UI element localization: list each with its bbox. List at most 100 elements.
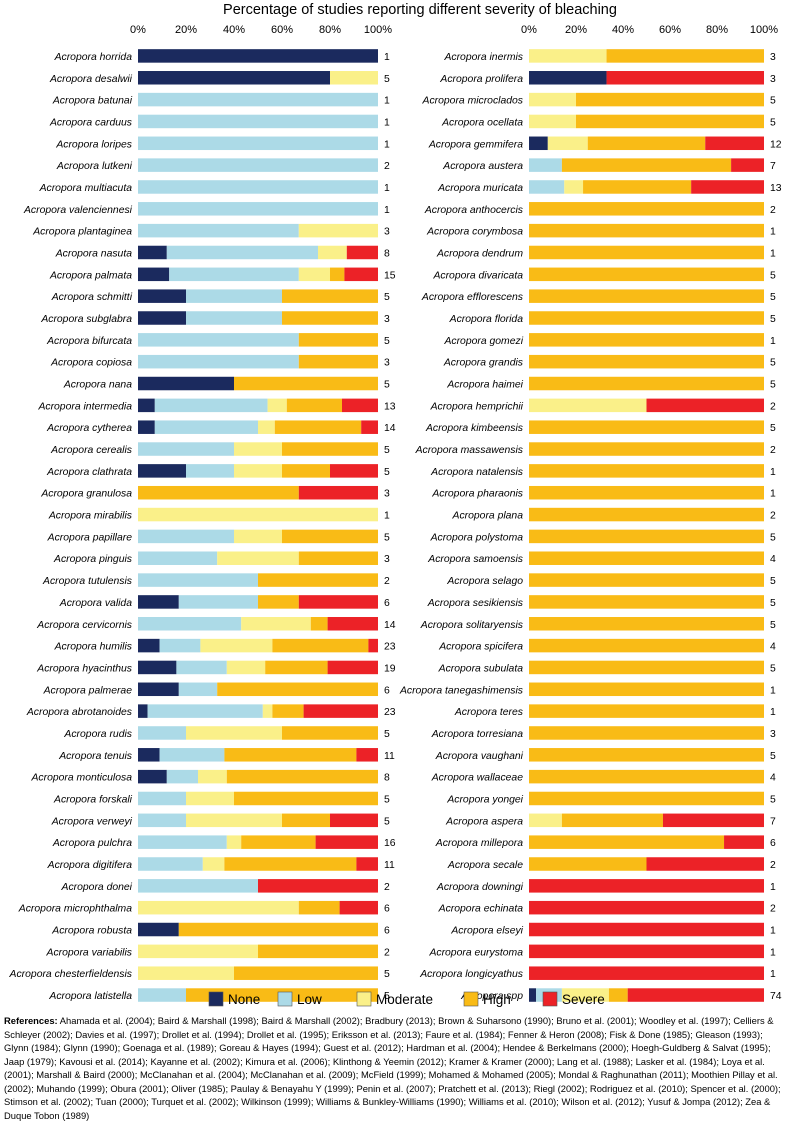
x-tick-label: 20% bbox=[565, 24, 587, 36]
bar-segment-low bbox=[138, 813, 186, 828]
references-label: References: bbox=[4, 1015, 58, 1026]
species-label: Acropora loripes bbox=[55, 139, 132, 150]
legend-swatch-moderate bbox=[356, 991, 372, 1007]
species-label: Acropora lutkeni bbox=[56, 161, 133, 172]
species-label: Acropora haimei bbox=[446, 380, 523, 391]
bar-segment-moderate bbox=[200, 638, 273, 653]
bar-segment-moderate bbox=[529, 398, 647, 413]
species-label: Acropora hyacinthus bbox=[36, 663, 132, 674]
bar-segment-none bbox=[138, 71, 330, 85]
study-count: 1 bbox=[384, 511, 390, 522]
study-count: 2 bbox=[770, 445, 776, 456]
bar-segment-moderate bbox=[138, 507, 378, 522]
species-label: Acropora dendrum bbox=[436, 248, 523, 259]
bar-segment-severe bbox=[529, 900, 764, 915]
bar-segment-low bbox=[529, 180, 565, 194]
bar-segment-high bbox=[258, 573, 378, 587]
bar-segment-severe bbox=[361, 420, 378, 434]
bar-segment-moderate bbox=[186, 813, 282, 828]
study-count: 5 bbox=[384, 74, 390, 85]
species-label: Acropora bifurcata bbox=[46, 336, 132, 347]
bar-segment-low bbox=[138, 136, 378, 151]
bar-segment-low bbox=[178, 682, 218, 697]
species-label: Acropora plana bbox=[452, 511, 524, 522]
bar-segment-low bbox=[138, 92, 378, 107]
species-label: Acropora schmitti bbox=[51, 292, 133, 303]
bar-segment-high bbox=[178, 922, 378, 937]
study-count: 8 bbox=[384, 248, 390, 259]
bar-segment-high bbox=[529, 223, 764, 238]
bar-segment-severe bbox=[606, 71, 764, 85]
legend-label-low: Low bbox=[297, 992, 322, 1007]
bar-segment-high bbox=[286, 398, 342, 413]
bar-segment-high bbox=[587, 136, 706, 151]
study-count: 23 bbox=[384, 707, 396, 718]
study-count: 3 bbox=[384, 489, 390, 500]
bar-segment-severe bbox=[731, 158, 764, 172]
species-label: Acropora wallaceae bbox=[431, 773, 523, 784]
species-label: Acropora desalwii bbox=[49, 74, 133, 85]
bar-segment-moderate bbox=[298, 223, 378, 238]
bar-segment-severe bbox=[529, 966, 764, 980]
bar-segment-high bbox=[282, 442, 378, 456]
bar-segment-high bbox=[226, 769, 378, 784]
species-label: Acropora efflorescens bbox=[421, 292, 523, 303]
study-count: 2 bbox=[384, 882, 390, 893]
bar-segment-severe bbox=[646, 398, 764, 413]
bar-segment-low bbox=[169, 267, 299, 282]
bar-segment-high bbox=[298, 354, 378, 369]
bar-segment-high bbox=[265, 660, 328, 675]
bar-segment-moderate bbox=[529, 813, 562, 828]
bar-segment-high bbox=[529, 485, 764, 500]
study-count: 5 bbox=[770, 358, 776, 369]
bar-segment-none bbox=[138, 311, 186, 325]
species-label: Acropora microphthalma bbox=[18, 904, 132, 915]
species-label: Acropora massawensis bbox=[415, 445, 523, 456]
study-count: 23 bbox=[384, 642, 396, 653]
bar-segment-moderate bbox=[258, 420, 275, 434]
species-label: Acropora cytherea bbox=[46, 423, 132, 434]
bar-segment-moderate bbox=[234, 464, 282, 478]
bar-segment-moderate bbox=[529, 92, 576, 107]
study-count: 6 bbox=[384, 598, 390, 609]
bar-segment-moderate bbox=[318, 245, 347, 260]
study-count: 6 bbox=[770, 838, 776, 849]
bar-segment-low bbox=[178, 595, 258, 609]
bar-segment-high bbox=[529, 376, 764, 391]
bar-segment-high bbox=[282, 726, 378, 740]
species-label: Acropora natalensis bbox=[430, 467, 523, 478]
study-count: 5 bbox=[770, 314, 776, 325]
species-label: Acropora latistella bbox=[48, 991, 132, 1002]
species-label: Acropora valenciennesi bbox=[23, 205, 133, 216]
study-count: 1 bbox=[770, 707, 776, 718]
bar-segment-high bbox=[234, 376, 378, 391]
bar-segment-high bbox=[282, 464, 330, 478]
species-label: Acropora granulosa bbox=[40, 489, 132, 500]
study-count: 1 bbox=[770, 248, 776, 259]
bar-segment-severe bbox=[691, 180, 764, 194]
bar-segment-high bbox=[241, 835, 316, 849]
study-count: 1 bbox=[384, 52, 390, 63]
bar-segment-high bbox=[529, 289, 764, 303]
bar-segment-high bbox=[310, 617, 328, 631]
species-label: Acropora humilis bbox=[54, 642, 132, 653]
bar-segment-moderate bbox=[267, 398, 287, 413]
bar-segment-moderate bbox=[138, 966, 234, 980]
x-tick-label: 100% bbox=[750, 24, 778, 36]
bar-segment-severe bbox=[627, 988, 764, 1002]
bar-segment-severe bbox=[705, 136, 764, 151]
species-label: Acropora clathrata bbox=[46, 467, 132, 478]
bar-segment-high bbox=[529, 245, 764, 260]
bar-segment-high bbox=[274, 420, 362, 434]
bar-segment-low bbox=[186, 311, 282, 325]
bar-segment-moderate bbox=[241, 617, 311, 631]
bar-segment-severe bbox=[529, 879, 764, 893]
study-count: 5 bbox=[770, 794, 776, 805]
study-count: 15 bbox=[384, 270, 396, 281]
study-count: 1 bbox=[770, 489, 776, 500]
species-label: Acropora echinata bbox=[438, 904, 524, 915]
bar-segment-high bbox=[529, 791, 764, 806]
bar-segment-severe bbox=[327, 660, 378, 675]
legend-label-high: High bbox=[483, 992, 511, 1007]
bar-segment-high bbox=[529, 551, 764, 565]
